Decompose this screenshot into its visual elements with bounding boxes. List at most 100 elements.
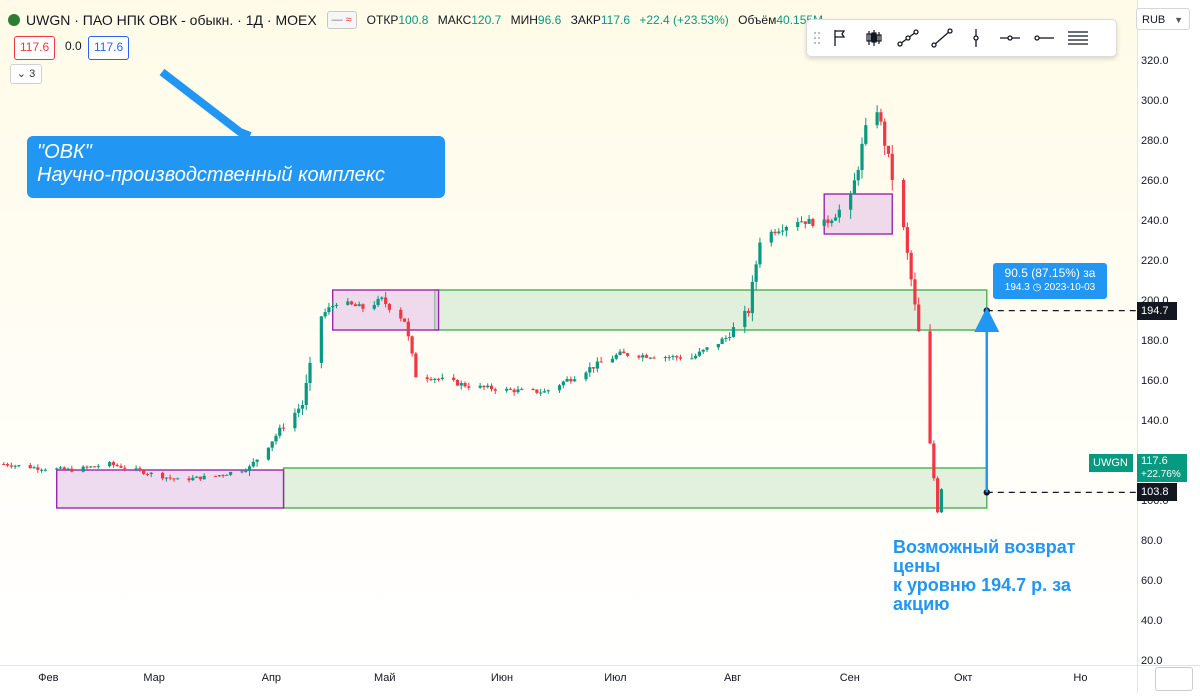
candle-body xyxy=(860,143,864,171)
last-price-tag: 117.6 xyxy=(1137,454,1187,468)
candle-body xyxy=(516,389,520,393)
candle-body xyxy=(879,112,883,122)
candle-body xyxy=(372,304,376,309)
candle-body xyxy=(489,385,494,390)
candle-body xyxy=(637,355,641,358)
candle-body xyxy=(901,179,906,228)
candle-body xyxy=(701,349,705,352)
trend-line-icon[interactable] xyxy=(925,22,959,54)
candle-body xyxy=(750,281,754,314)
candle-body xyxy=(319,316,323,363)
close-value: 117.6 xyxy=(600,13,631,27)
x-tick-label: Авг xyxy=(724,672,741,684)
candle-body xyxy=(482,385,486,388)
toggle-icon[interactable] xyxy=(1155,667,1193,691)
y-tick-label: 240.0 xyxy=(1141,215,1169,227)
level-anchor-0 xyxy=(983,307,990,314)
candle-body xyxy=(618,351,622,355)
candle-body xyxy=(512,389,516,393)
candle-body xyxy=(55,468,59,470)
target-level-tag: 194.7 xyxy=(1137,302,1177,320)
candle-body xyxy=(119,465,123,468)
candle-body xyxy=(508,388,512,390)
candle-body xyxy=(274,435,278,442)
candle-body xyxy=(452,377,456,381)
note-line-1: Возможный возврат xyxy=(893,537,1076,557)
candle-body xyxy=(300,404,305,409)
currency-select[interactable]: RUB ▼ xyxy=(1136,8,1190,30)
candle-body xyxy=(826,219,830,224)
candle-body xyxy=(716,343,720,348)
candle-body xyxy=(784,226,788,231)
candle-body xyxy=(652,357,656,359)
flag-icon[interactable] xyxy=(823,22,857,54)
candle-body xyxy=(531,389,535,391)
hide-series-icon[interactable]: — ≈ xyxy=(326,11,357,29)
x-tick-label: Окт xyxy=(954,672,973,684)
candle-body xyxy=(864,125,868,144)
measure-label[interactable]: 90.5 (87.15%) за 194.3 ◷ 2023-10-03 xyxy=(993,263,1107,299)
symbol-title[interactable]: UWGN · ПАО НПК ОВК - обыкн. · 1Д · MOEX xyxy=(26,12,317,28)
candle-body xyxy=(43,469,47,471)
candle-body xyxy=(433,378,437,380)
vertical-line-icon[interactable] xyxy=(959,22,993,54)
y-tick-label: 140.0 xyxy=(1141,415,1169,427)
candle-body xyxy=(308,362,312,384)
candles-icon[interactable] xyxy=(857,22,891,54)
candle-body xyxy=(436,378,441,380)
zone-purple-4 xyxy=(823,193,893,235)
candle-body xyxy=(176,478,180,480)
candle-body xyxy=(142,470,146,474)
horizontal-line-icon[interactable] xyxy=(1027,22,1061,54)
candle-body xyxy=(939,489,944,513)
candle-body xyxy=(569,378,573,382)
plot-background xyxy=(0,0,1138,665)
candle-body xyxy=(588,367,592,373)
candle-body xyxy=(886,145,891,154)
candle-body xyxy=(781,230,785,232)
price-target-note: Возможный возврат цены к уровню 194.7 р.… xyxy=(893,538,1113,614)
candle-body xyxy=(663,357,668,359)
x-tick-label: Фев xyxy=(38,672,58,684)
candle-body xyxy=(720,338,724,344)
candle-body xyxy=(108,462,112,467)
candle-body xyxy=(28,465,32,469)
note-line-2: цены xyxy=(893,556,941,576)
open-value: 100.8 xyxy=(398,13,429,27)
grip-icon[interactable] xyxy=(811,22,823,54)
candle-body xyxy=(595,361,599,369)
symbol-legend: UWGN · ПАО НПК ОВК - обыкн. · 1Д · MOEX … xyxy=(8,10,829,30)
volume-label: Объём xyxy=(738,13,777,27)
candle-body xyxy=(387,303,392,310)
menu-icon[interactable] xyxy=(1061,22,1095,54)
candle-body xyxy=(440,377,444,379)
y-tick-label: 40.0 xyxy=(1141,615,1162,627)
candle-body xyxy=(799,221,804,223)
sell-price-box[interactable]: 117.6 xyxy=(14,36,56,60)
line-tool-icon[interactable] xyxy=(891,22,925,54)
candle-body xyxy=(671,356,675,358)
symbol-logo-icon xyxy=(8,14,20,26)
x-tick-label: Мар xyxy=(143,672,165,684)
candle-body xyxy=(822,219,826,226)
buy-price-box[interactable]: 117.6 xyxy=(88,36,130,60)
candle-body xyxy=(724,338,728,340)
collapse-indicators-button[interactable]: ⌄ 3 xyxy=(10,64,42,84)
horizontal-ray-icon[interactable] xyxy=(993,22,1027,54)
candle-body xyxy=(728,337,732,339)
candle-body xyxy=(149,472,153,475)
candle-body xyxy=(429,379,433,381)
y-tick-label: 300.0 xyxy=(1141,95,1169,107)
low-value: 96.6 xyxy=(537,13,562,27)
candle-body xyxy=(353,304,357,307)
candle-body xyxy=(667,357,671,359)
candle-body xyxy=(251,461,255,467)
candle-body xyxy=(478,385,482,388)
base-level-tag: 103.8 xyxy=(1137,483,1177,501)
candle-body xyxy=(455,380,460,386)
candle-body xyxy=(626,353,630,356)
candle-body xyxy=(357,304,361,307)
candle-body xyxy=(134,468,138,470)
